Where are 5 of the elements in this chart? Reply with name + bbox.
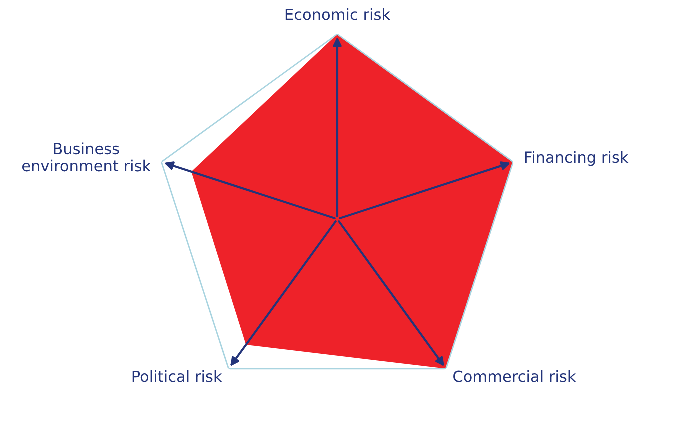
- spoke-label: Financing risk: [525, 151, 629, 166]
- spoke-label: Commercial risk: [454, 370, 576, 382]
- spoke-label: Political risk: [132, 370, 222, 382]
- spoke-label: Business environment risk: [22, 142, 152, 172]
- spoke-label: Economic risk: [286, 8, 391, 20]
